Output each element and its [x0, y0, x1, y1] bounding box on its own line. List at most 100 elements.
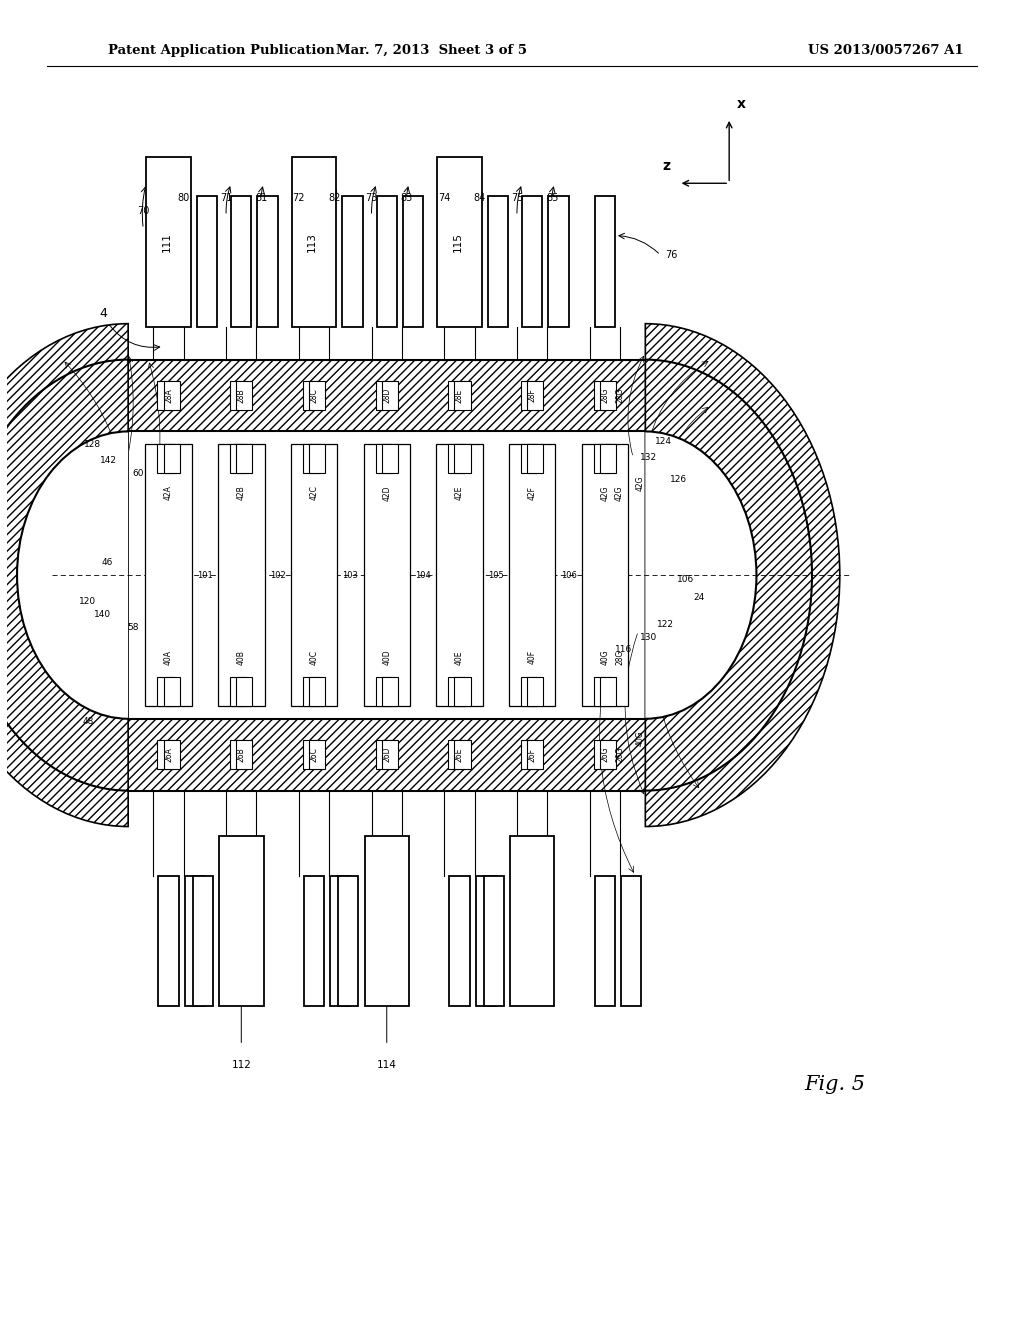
Bar	[595, 197, 615, 327]
Text: 48: 48	[82, 717, 93, 726]
Bar	[158, 677, 174, 706]
Text: 42E: 42E	[455, 486, 464, 500]
Bar	[449, 445, 465, 474]
Text: 28F: 28F	[527, 388, 537, 403]
Text: 130: 130	[640, 634, 657, 643]
Bar	[146, 157, 190, 327]
Text: 40E: 40E	[455, 651, 464, 665]
Text: 46: 46	[101, 557, 113, 566]
Bar	[622, 875, 641, 1006]
Text: 42G: 42G	[615, 484, 624, 500]
Text: 28D: 28D	[382, 388, 391, 403]
Bar	[330, 875, 350, 1006]
Bar	[309, 741, 326, 770]
Bar	[303, 445, 319, 474]
Bar	[600, 381, 616, 411]
Text: 111: 111	[162, 232, 172, 252]
Text: 26G: 26G	[600, 747, 609, 763]
Text: US 2013/0057267 A1: US 2013/0057267 A1	[808, 44, 964, 57]
Bar	[230, 381, 247, 411]
Bar	[521, 381, 538, 411]
Bar	[509, 445, 555, 706]
Text: 142: 142	[99, 455, 117, 465]
Text: 128: 128	[84, 440, 101, 449]
Text: 26D: 26D	[382, 747, 391, 763]
Bar	[510, 837, 554, 1006]
Bar	[382, 445, 398, 474]
Bar	[594, 677, 610, 706]
Text: 40C: 40C	[309, 649, 318, 665]
Text: 24: 24	[693, 593, 705, 602]
Text: 26G: 26G	[615, 747, 624, 763]
Text: 28G: 28G	[615, 649, 624, 665]
Text: 140: 140	[94, 610, 112, 619]
Bar	[436, 445, 482, 706]
Bar	[158, 741, 174, 770]
Bar	[376, 445, 392, 474]
Bar	[376, 677, 392, 706]
Bar	[382, 677, 398, 706]
Bar	[527, 677, 544, 706]
Bar	[164, 741, 179, 770]
Bar	[230, 741, 247, 770]
Bar	[521, 741, 538, 770]
Bar	[303, 381, 319, 411]
Text: 102: 102	[269, 570, 286, 579]
Text: 80: 80	[177, 193, 189, 203]
Bar	[128, 719, 645, 791]
Text: Patent Application Publication: Patent Application Publication	[108, 44, 335, 57]
Bar	[292, 157, 336, 327]
Bar	[449, 677, 465, 706]
Text: Fig. 5: Fig. 5	[805, 1074, 865, 1094]
Bar	[483, 875, 504, 1006]
Text: 42A: 42A	[164, 486, 173, 500]
Text: 74: 74	[438, 193, 451, 203]
Text: 84: 84	[473, 193, 485, 203]
Text: 101: 101	[197, 570, 213, 579]
Text: 40F: 40F	[527, 651, 537, 664]
Bar	[376, 741, 392, 770]
Bar	[475, 875, 496, 1006]
Bar	[455, 445, 471, 474]
Bar	[231, 197, 251, 327]
Bar	[219, 837, 263, 1006]
Text: x: x	[737, 98, 745, 111]
Bar	[159, 875, 178, 1006]
Wedge shape	[17, 432, 128, 719]
Text: 115: 115	[453, 232, 463, 252]
Text: 106: 106	[677, 574, 694, 583]
Bar	[364, 445, 410, 706]
Text: 120: 120	[79, 597, 96, 606]
Bar	[342, 197, 362, 327]
Bar	[158, 381, 174, 411]
Bar	[338, 875, 358, 1006]
Bar	[582, 445, 628, 706]
Bar	[382, 741, 398, 770]
Text: 42B: 42B	[237, 486, 246, 500]
Text: 85: 85	[546, 193, 558, 203]
Text: 40A: 40A	[164, 649, 173, 665]
Text: 124: 124	[655, 437, 672, 446]
Text: 26E: 26E	[455, 747, 464, 762]
Text: 42G: 42G	[600, 484, 609, 500]
Bar	[303, 677, 319, 706]
Bar	[309, 677, 326, 706]
Text: 126: 126	[670, 475, 687, 484]
Bar	[449, 741, 465, 770]
Bar	[455, 381, 471, 411]
Text: 40G: 40G	[635, 730, 644, 746]
Bar	[594, 381, 610, 411]
Bar	[158, 445, 174, 474]
Text: 28B: 28B	[237, 388, 246, 403]
Text: 103: 103	[342, 570, 358, 579]
Text: 70: 70	[137, 206, 150, 216]
Bar	[304, 875, 325, 1006]
Text: 28G: 28G	[600, 388, 609, 403]
Bar	[164, 445, 179, 474]
Text: 112: 112	[231, 1060, 251, 1071]
Text: 28E: 28E	[455, 388, 464, 403]
Bar	[600, 741, 616, 770]
Text: 4: 4	[99, 308, 106, 321]
Bar	[594, 741, 610, 770]
Text: 26A: 26A	[164, 747, 173, 762]
